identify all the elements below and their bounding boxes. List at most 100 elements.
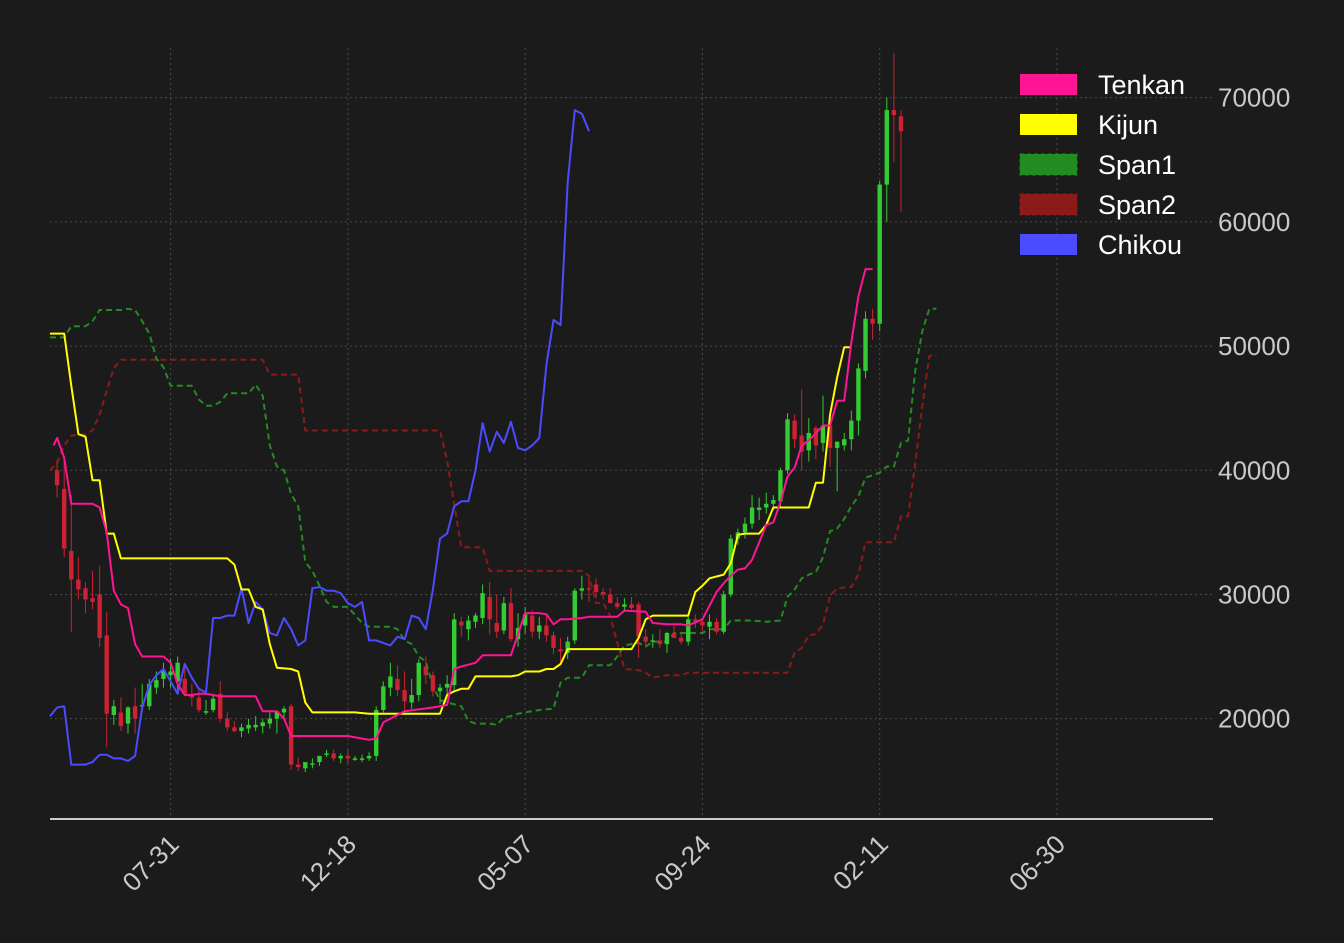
- cloud-span-lines: [49, 307, 937, 726]
- candle: [118, 697, 124, 732]
- candle-body: [856, 368, 861, 421]
- candle: [834, 441, 840, 492]
- candle-body: [104, 635, 109, 714]
- candle: [203, 700, 209, 715]
- candle: [246, 718, 251, 734]
- candle: [352, 755, 358, 761]
- candle-body: [381, 686, 386, 710]
- candle-body: [281, 708, 287, 713]
- candle: [83, 582, 88, 614]
- candle-body: [501, 603, 507, 631]
- candle: [671, 625, 677, 638]
- candle-body: [196, 697, 202, 710]
- candle: [891, 52, 897, 163]
- candle-body: [118, 712, 124, 727]
- candle: [366, 752, 372, 761]
- candle: [338, 753, 343, 764]
- candle-body: [331, 753, 336, 759]
- candle-body: [61, 488, 67, 549]
- candle-body: [217, 693, 223, 719]
- candle-body: [622, 604, 627, 607]
- candle-body: [260, 722, 265, 727]
- candle-body: [778, 470, 783, 502]
- candle: [274, 711, 280, 734]
- candle-body: [459, 621, 464, 626]
- candle: [210, 693, 216, 713]
- candle-body: [352, 758, 358, 760]
- candle-body: [480, 593, 485, 619]
- candle-body: [359, 758, 365, 760]
- candle: [494, 594, 499, 638]
- candle: [820, 395, 826, 452]
- series-line-kijun: [50, 332, 852, 715]
- candle-body: [615, 603, 620, 607]
- candle-body: [296, 764, 301, 768]
- candle: [629, 596, 634, 610]
- candle: [388, 662, 393, 697]
- candle-body: [175, 662, 180, 682]
- candle-body: [728, 538, 733, 595]
- candle-body: [452, 619, 457, 686]
- candle-body: [827, 425, 833, 448]
- candle: [700, 619, 705, 632]
- candle: [792, 414, 797, 448]
- candle-body: [678, 637, 684, 642]
- candle-body: [700, 621, 705, 626]
- candle: [232, 721, 237, 733]
- candle: [813, 425, 819, 460]
- candle-body: [395, 678, 400, 691]
- candle: [579, 575, 585, 600]
- candle: [459, 616, 464, 637]
- candle: [785, 413, 790, 474]
- candle-body: [537, 625, 542, 632]
- candle: [69, 495, 74, 632]
- candle-body: [530, 615, 535, 632]
- candle: [863, 311, 868, 379]
- candle-body: [834, 441, 840, 448]
- candle-body: [246, 724, 251, 729]
- candle: [345, 749, 351, 764]
- candle: [572, 588, 577, 645]
- candle: [537, 616, 542, 640]
- candle-body: [572, 590, 577, 641]
- candle: [303, 762, 308, 773]
- candle-body: [600, 591, 606, 595]
- candle-body: [579, 588, 585, 591]
- candle-body: [707, 621, 712, 627]
- candle: [749, 495, 755, 529]
- y-tick-label: 50000: [1218, 331, 1290, 361]
- candle-body: [267, 718, 273, 724]
- candle-body: [742, 523, 748, 533]
- candle-body: [132, 706, 138, 719]
- candle: [473, 613, 478, 628]
- candle: [600, 588, 606, 600]
- candle-body: [161, 670, 166, 679]
- candle: [608, 588, 613, 604]
- candle: [317, 755, 322, 766]
- candle-body: [721, 594, 726, 632]
- candle: [884, 97, 889, 222]
- candle: [54, 460, 60, 498]
- candle-body: [168, 671, 173, 676]
- legend-swatch: [1019, 193, 1078, 216]
- candle-body: [558, 649, 563, 652]
- candle-body: [345, 755, 351, 759]
- candle: [849, 410, 854, 451]
- candle: [615, 596, 620, 610]
- candle-body: [374, 709, 379, 756]
- candle: [395, 665, 400, 697]
- y-tick-label: 60000: [1218, 207, 1290, 237]
- candle: [416, 659, 421, 702]
- candle: [239, 723, 244, 738]
- legend-item-span1: Span1: [1019, 150, 1176, 180]
- candle-body: [551, 635, 556, 648]
- candle: [161, 662, 166, 688]
- candle: [267, 712, 273, 729]
- candle: [480, 584, 485, 625]
- candle: [728, 534, 733, 597]
- legend-label: Span2: [1098, 190, 1176, 220]
- candle: [544, 613, 549, 642]
- candle-body: [494, 623, 499, 632]
